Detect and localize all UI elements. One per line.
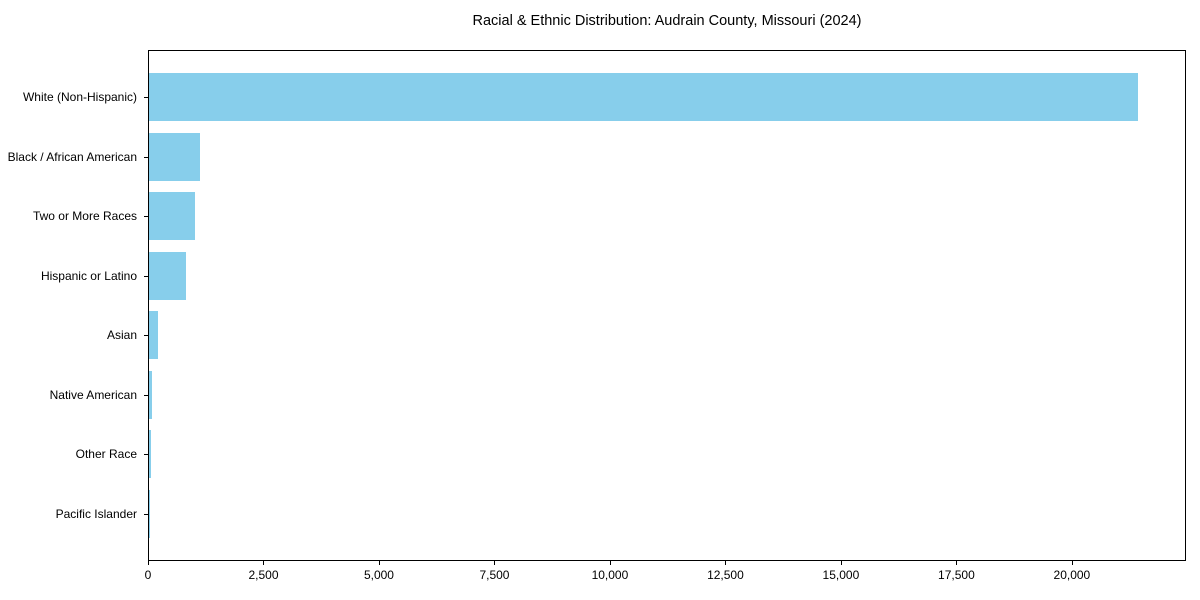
y-axis-tick bbox=[144, 394, 148, 396]
x-axis-tick bbox=[263, 561, 265, 565]
y-axis-tick bbox=[144, 275, 148, 277]
x-axis-tick bbox=[840, 561, 842, 565]
plot-area bbox=[148, 50, 1186, 561]
x-axis-tick bbox=[378, 561, 380, 565]
y-axis-tick bbox=[144, 335, 148, 337]
x-tick-label: 2,500 bbox=[248, 568, 279, 582]
x-tick-label: 7,500 bbox=[479, 568, 510, 582]
bar bbox=[149, 311, 159, 360]
bar bbox=[149, 370, 152, 419]
y-tick-label: Other Race bbox=[75, 447, 137, 462]
bar bbox=[149, 192, 196, 241]
y-tick-label: Asian bbox=[106, 328, 137, 343]
x-tick-label: 12,500 bbox=[707, 568, 744, 582]
y-axis-tick bbox=[144, 97, 148, 98]
y-tick-label: Hispanic or Latino bbox=[40, 268, 137, 283]
y-tick-label: Pacific Islander bbox=[55, 506, 137, 521]
y-axis-tick bbox=[144, 156, 148, 158]
x-axis-tick bbox=[494, 561, 496, 565]
y-axis-tick bbox=[144, 216, 148, 218]
x-tick-label: 0 bbox=[144, 568, 152, 582]
x-axis-tick bbox=[609, 561, 611, 565]
x-axis-tick bbox=[1071, 561, 1073, 565]
bar bbox=[149, 430, 152, 479]
x-tick-label: 5,000 bbox=[363, 568, 394, 582]
x-axis-tick bbox=[148, 561, 149, 565]
bar bbox=[149, 73, 1138, 121]
y-tick-label: White (Non-Hispanic) bbox=[22, 90, 137, 104]
y-axis-tick bbox=[144, 454, 148, 456]
x-tick-label: 10,000 bbox=[591, 568, 629, 582]
y-tick-label: Black / African American bbox=[7, 149, 137, 164]
x-axis-tick bbox=[725, 561, 727, 565]
chart-title: Racial & Ethnic Distribution: Audrain Co… bbox=[472, 13, 862, 29]
y-tick-label: Native American bbox=[49, 387, 137, 402]
x-tick-label: 15,000 bbox=[822, 568, 860, 582]
y-axis-tick bbox=[144, 513, 148, 515]
x-tick-label: 17,500 bbox=[938, 568, 975, 582]
bar bbox=[149, 251, 186, 300]
y-tick-label: Two or More Races bbox=[32, 209, 137, 224]
x-tick-label: 20,000 bbox=[1053, 568, 1091, 582]
x-axis-tick bbox=[956, 561, 958, 565]
bar bbox=[149, 132, 200, 181]
